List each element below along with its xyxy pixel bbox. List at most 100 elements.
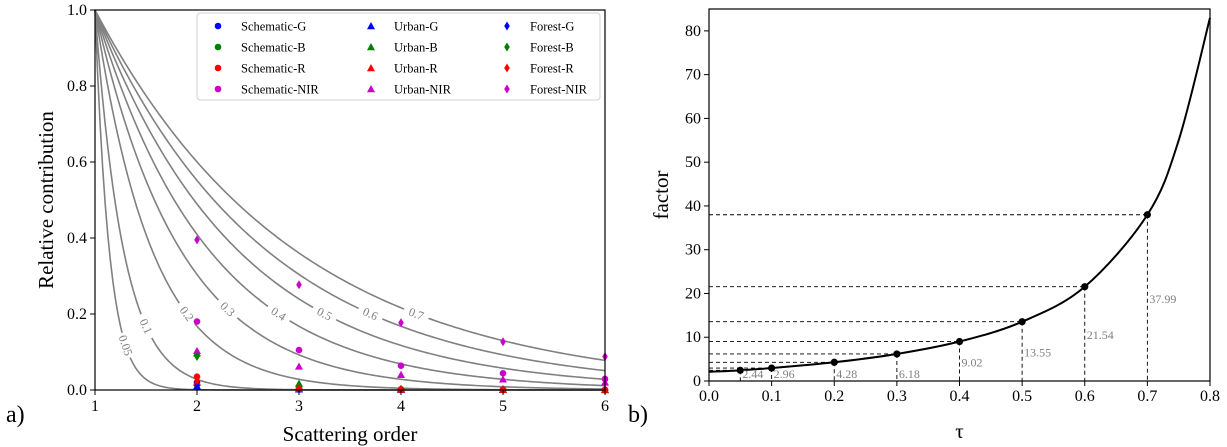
y-tick-label: 0.6 [67,154,87,171]
y-tick-label: 50 [685,154,701,171]
legend-label: Schematic-G [241,20,306,34]
factor-point-6.18 [893,350,901,358]
data-label-6.18: 6.18 [899,367,920,381]
contour-label-0.7: 0.7 [407,305,426,323]
x-tick-label: 0.1 [762,388,782,405]
point-forest-nir-order-2 [194,235,200,245]
panel-a-axes-frame [94,9,606,391]
legend-marker [214,64,222,72]
panel-b-data-labels: 2.44 2.96 4.28 6.18 9.02 13.55 21.54 37.99 [742,292,1176,381]
x-tick-label: 0.2 [824,388,844,405]
factor-point-2.44 [736,366,744,374]
point-schematic-nir-order-2 [193,318,201,325]
panel-b-x-ticks: 0.0 0.1 0.2 0.3 0.4 0.5 0.6 0.7 0.8 [699,381,1220,405]
point-forest-r-order-3 [296,383,302,393]
contour-label-0.1: 0.1 [137,317,156,336]
legend-marker [214,85,222,93]
x-tick-label: 5 [499,398,507,415]
point-schematic-nir-order-4 [397,362,405,369]
legend-label: Forest-B [530,41,574,55]
panel-a-x-axis-label: Scattering order [283,422,418,446]
panel-b-data-points [736,211,1151,374]
x-tick-label: 0.8 [1200,388,1220,405]
y-tick-label: 70 [685,67,701,84]
data-label-37.99: 37.99 [1149,292,1176,306]
panel-a-label: a) [6,402,25,428]
data-label-13.55: 13.55 [1024,345,1051,359]
data-label-4.28: 4.28 [836,367,857,381]
panel-b-guide-lines [709,214,1148,381]
point-urban-nir-order-3 [295,362,303,370]
factor-point-21.54 [1081,283,1089,291]
point-urban-nir-order-2 [193,346,201,355]
contour-label-0.4: 0.4 [268,304,288,324]
x-tick-label: 3 [295,398,303,415]
contour-label-0.05: 0.05 [116,333,136,357]
y-tick-label: 0 [693,373,701,390]
y-tick-label: 10 [685,329,701,346]
contour-label-gap [263,299,294,328]
factor-point-2.96 [768,364,776,372]
panel-b-factor-curve [708,17,1211,373]
legend-label: Urban-G [394,20,438,34]
factor-point-4.28 [830,358,838,366]
point-forest-b-order-2 [194,352,200,362]
contour-line-0.4 [94,9,606,387]
legend-label: Forest-R [530,62,574,76]
legend-label: Urban-B [394,41,438,55]
panel-a-x-ticks: 1 2 3 4 5 6 [91,390,609,415]
point-urban-nir-order-4 [397,370,405,378]
data-label-21.54: 21.54 [1087,328,1114,342]
legend-marker [367,22,375,30]
panel-b-label: b) [628,402,648,428]
data-label-2.44: 2.44 [742,367,763,381]
y-tick-label: 0.4 [67,230,87,247]
legend-label: Schematic-R [241,62,306,76]
point-forest-r-order-2 [194,376,200,385]
x-tick-label: 0.3 [887,388,907,405]
y-tick-label: 40 [685,198,701,215]
panel-b-x-axis-label: τ [955,419,963,443]
legend-marker [367,43,375,51]
contour-label-gap [309,300,340,327]
legend-marker [504,21,510,31]
x-tick-label: 4 [397,398,405,415]
legend-marker [367,64,375,72]
legend-label: Schematic-B [241,41,306,55]
factor-point-37.99 [1143,211,1151,219]
point-forest-g-order-2 [194,380,200,390]
x-tick-label: 0.5 [1012,388,1032,405]
point-urban-nir-order-5 [499,375,507,383]
contour-label-gap [355,301,386,327]
data-label-2.96: 2.96 [774,367,795,381]
x-tick-label: 0.7 [1137,388,1157,405]
y-tick-label: 0.0 [67,382,87,399]
contour-line-0.7 [94,9,606,362]
factor-point-13.55 [1018,318,1026,326]
x-tick-label: 1 [91,398,99,415]
point-forest-nir-order-4 [398,318,404,328]
point-forest-nir-order-3 [296,280,302,290]
legend-marker [504,84,510,94]
y-tick-label: 60 [685,110,701,127]
legend-label: Urban-NIR [394,83,452,97]
contour-line-0.5 [94,9,606,381]
contour-label-gap [401,301,432,326]
panel-a-y-ticks: 0.0 0.2 0.4 0.6 0.8 1.0 [67,2,95,399]
legend-label: Schematic-NIR [241,83,319,97]
y-tick-label: 0.2 [67,306,87,323]
contour-label-gap [212,294,243,324]
y-tick-label: 1.0 [67,2,87,19]
y-tick-label: 0.8 [67,78,87,95]
contour-line-0.3 [94,9,606,390]
legend-marker [504,42,510,52]
contour-label-0.5: 0.5 [315,304,335,323]
panel-a-contour-labels: 0.050.10.2 0.3 0.4 0.5 0.6 0.7 [113,294,432,361]
x-tick-label: 0.0 [699,388,719,405]
contour-line-0.6 [94,9,606,372]
legend-marker [214,22,222,30]
legend-marker [504,63,510,73]
point-schematic-nir-order-3 [295,346,303,354]
